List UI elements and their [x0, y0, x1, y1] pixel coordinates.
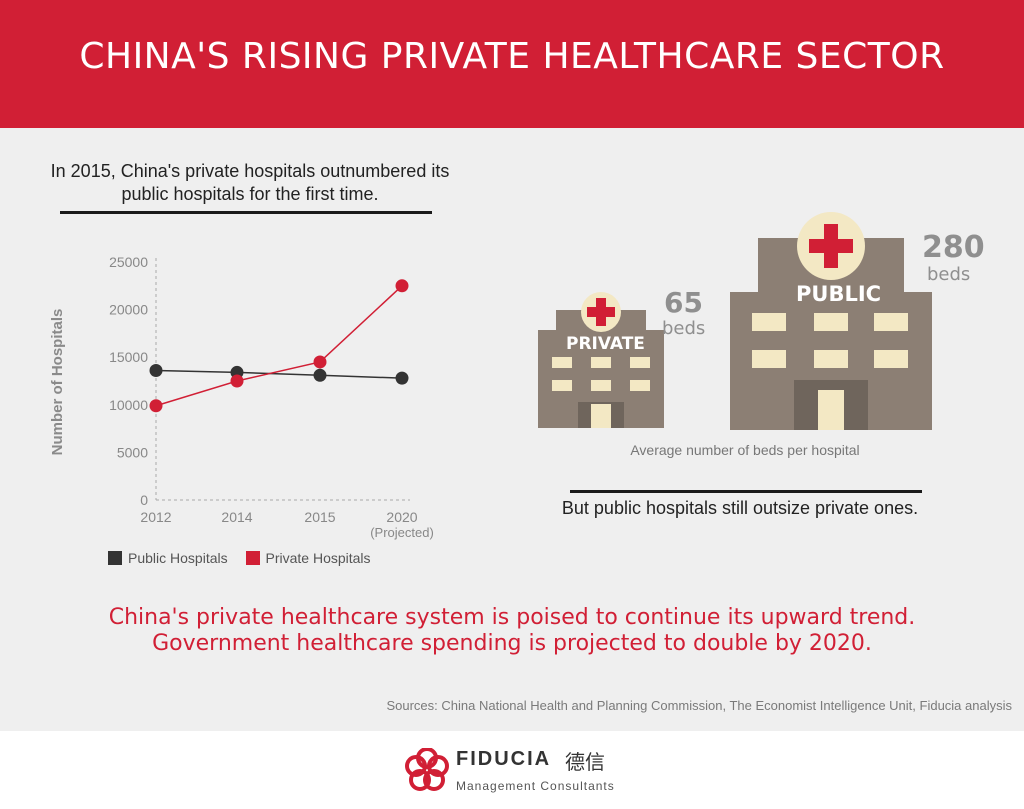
x-tick-label: 2020 [386, 509, 417, 525]
logo-chinese: 德信 [565, 750, 605, 774]
footer [0, 731, 1024, 809]
intro-text: In 2015, China's private hospitals outnu… [20, 160, 480, 206]
legend-label-private: Private Hospitals [265, 550, 371, 566]
intro-line-2: public hospitals for the first time. [121, 184, 379, 204]
chart-legend: Public Hospitals Private Hospitals [108, 550, 385, 566]
data-point-public [149, 364, 163, 378]
data-point-private [313, 355, 327, 369]
legend-item-private: Private Hospitals [245, 550, 371, 566]
page-title: CHINA'S RISING PRIVATE HEALTHCARE SECTOR [79, 36, 945, 77]
header-banner: CHINA'S RISING PRIVATE HEALTHCARE SECTOR [0, 0, 1024, 128]
x-tick-sublabel: (Projected) [370, 525, 434, 540]
data-point-public [313, 368, 327, 382]
public-beds-number: 280 [922, 230, 985, 265]
series-line-private [155, 285, 403, 407]
public-beds-unit: beds [927, 264, 971, 285]
y-tick-label: 0 [140, 492, 148, 508]
fiducia-logo-icon [405, 748, 449, 791]
callout-line-2: Government healthcare spending is projec… [152, 631, 872, 656]
intro-line-1: In 2015, China's private hospitals outnu… [50, 161, 450, 181]
callout-line-1: China's private healthcare system is poi… [108, 605, 916, 630]
y-tick-label: 15000 [109, 349, 148, 365]
public-hospital-label: PUBLIC [796, 282, 882, 306]
outro-text: But public hospitals still outsize priva… [561, 498, 919, 518]
beds-caption: Average number of beds per hospital [630, 442, 860, 458]
x-tick-label: 2014 [221, 509, 252, 525]
private-beds-number: 65 [664, 286, 703, 319]
data-point-public [395, 371, 409, 385]
callout-text: China's private healthcare system is poi… [100, 605, 924, 657]
hospital-count-chart: 0 5000 10000 15000 20000 25000 2012 2014 2015 202… [49, 254, 434, 540]
private-hospital-icon [538, 292, 664, 428]
outro-divider [570, 490, 922, 493]
y-tick-label: 25000 [109, 254, 148, 270]
private-beds-unit: beds [662, 318, 706, 339]
y-tick-label: 20000 [109, 302, 148, 318]
private-hospital-label: PRIVATE [566, 334, 645, 354]
data-point-private [230, 374, 244, 388]
data-point-private [149, 399, 163, 413]
x-tick-label: 2015 [304, 509, 335, 525]
series-line-public [155, 369, 403, 379]
legend-item-public: Public Hospitals [108, 550, 228, 566]
intro-divider [60, 211, 432, 214]
logo-name: FIDUCIA [456, 748, 552, 770]
y-tick-label: 10000 [109, 397, 148, 413]
y-tick-label: 5000 [117, 444, 148, 460]
legend-swatch-private [245, 551, 260, 565]
y-axis-label: Number of Hospitals [49, 309, 66, 456]
legend-swatch-public [108, 551, 122, 565]
sources-note: Sources: China National Health and Plann… [386, 698, 1012, 713]
logo-subtitle: Management Consultants [456, 779, 615, 793]
data-point-private [395, 279, 409, 293]
legend-label-public: Public Hospitals [128, 550, 228, 566]
x-tick-label: 2012 [140, 509, 171, 525]
public-hospital-icon [730, 212, 932, 430]
